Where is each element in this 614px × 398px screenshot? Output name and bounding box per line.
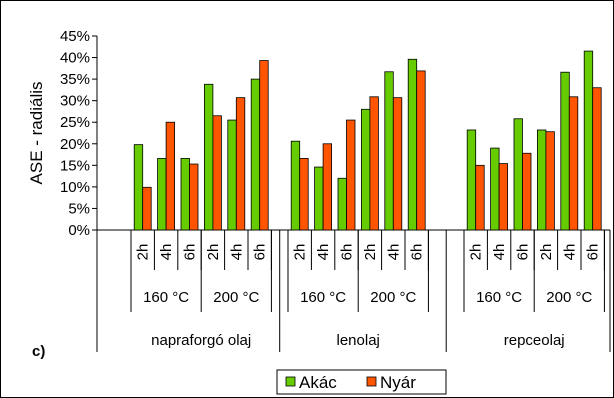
bar-nyar	[259, 60, 269, 231]
bar-akac	[407, 58, 418, 231]
bar-nyar	[235, 97, 246, 231]
x-tick-label-time: 4h	[561, 244, 578, 261]
bar-nyar	[142, 186, 152, 231]
legend-label-nyar: Nyár	[380, 373, 416, 392]
bar-akac	[384, 71, 394, 231]
bar-akac	[180, 158, 190, 231]
x-tick-label-time: 6h	[515, 244, 532, 261]
x-tick-label-time: 2h	[205, 244, 222, 261]
y-tick-label: 10%	[60, 179, 90, 196]
bar-akac	[466, 129, 477, 231]
bar-akac	[133, 144, 144, 231]
x-tick-label-time: 6h	[585, 244, 602, 261]
panel-label: c)	[32, 343, 45, 360]
x-tick-label-time: 2h	[135, 244, 152, 261]
bar-nyar	[568, 96, 579, 231]
bar-akac	[314, 166, 324, 231]
y-tick-label: 25%	[60, 114, 90, 131]
bar-akac	[290, 140, 301, 231]
bar-akac	[227, 119, 237, 231]
bar-nyar	[346, 119, 356, 231]
legend-label-akac: Akác	[299, 373, 337, 392]
bar-nyar	[416, 70, 426, 231]
bar-nyar	[498, 163, 509, 231]
bar-nyar	[322, 143, 333, 231]
bar-nyar	[522, 152, 532, 231]
bar-nyar	[165, 121, 176, 231]
y-tick-label: 45%	[60, 28, 90, 45]
y-tick-label: 15%	[60, 157, 90, 174]
x-tick-label-time: 2h	[538, 244, 555, 261]
bar-nyar	[369, 96, 379, 231]
bar-akac	[537, 129, 547, 231]
x-label-temperature: 160 °C	[300, 289, 346, 306]
bar-nyar	[475, 164, 485, 231]
y-tick-label: 35%	[60, 71, 90, 88]
x-tick-label-time: 6h	[339, 244, 356, 261]
x-label-oil-group: napraforgó olaj	[151, 332, 251, 349]
y-tick-label: 5%	[68, 200, 90, 217]
x-tick-label-time: 4h	[158, 244, 175, 261]
bar-nyar	[189, 163, 199, 231]
y-tick-label: 20%	[60, 136, 90, 153]
x-tick-label-time: 6h	[182, 244, 199, 261]
bar-akac	[560, 71, 570, 231]
bar-nyar	[545, 131, 555, 231]
x-label-oil-group: lenolaj	[337, 332, 380, 349]
bar-akac	[203, 83, 214, 231]
bar-akac	[583, 50, 594, 231]
y-tick-label: 0%	[68, 222, 90, 239]
bar-akac	[157, 158, 167, 231]
x-tick-label-time: 2h	[362, 244, 379, 261]
bar-akac	[490, 147, 500, 231]
legend-swatch-nyar	[366, 376, 377, 387]
bar-akac	[250, 78, 261, 231]
x-tick-label-time: 2h	[292, 244, 309, 261]
y-tick-label: 30%	[60, 93, 90, 110]
x-label-temperature: 200 °C	[370, 289, 416, 306]
bar-nyar	[299, 158, 309, 231]
y-axis-title: ASE - radiális	[27, 82, 46, 185]
bar-akac	[337, 177, 347, 231]
y-tick-label: 40%	[60, 50, 90, 67]
bar-akac	[360, 108, 371, 231]
x-tick-label-time: 2h	[468, 244, 485, 261]
x-label-temperature: 200 °C	[546, 289, 592, 306]
x-tick-label-time: 6h	[409, 244, 426, 261]
legend-box	[276, 369, 447, 395]
x-tick-label-time: 4h	[315, 244, 332, 261]
bar-nyar	[212, 115, 222, 231]
x-label-temperature: 160 °C	[476, 289, 522, 306]
x-tick-label-time: 4h	[491, 244, 508, 261]
x-tick-label-time: 6h	[252, 244, 269, 261]
x-label-temperature: 160 °C	[143, 289, 189, 306]
bar-nyar	[592, 87, 602, 231]
x-label-temperature: 200 °C	[213, 289, 259, 306]
x-label-oil-group: repceolaj	[504, 332, 565, 349]
legend-swatch-akac	[285, 376, 296, 387]
bar-akac	[513, 118, 523, 231]
x-tick-label-time: 4h	[228, 244, 245, 261]
bar-nyar	[392, 97, 403, 231]
x-tick-label-time: 4h	[385, 244, 402, 261]
